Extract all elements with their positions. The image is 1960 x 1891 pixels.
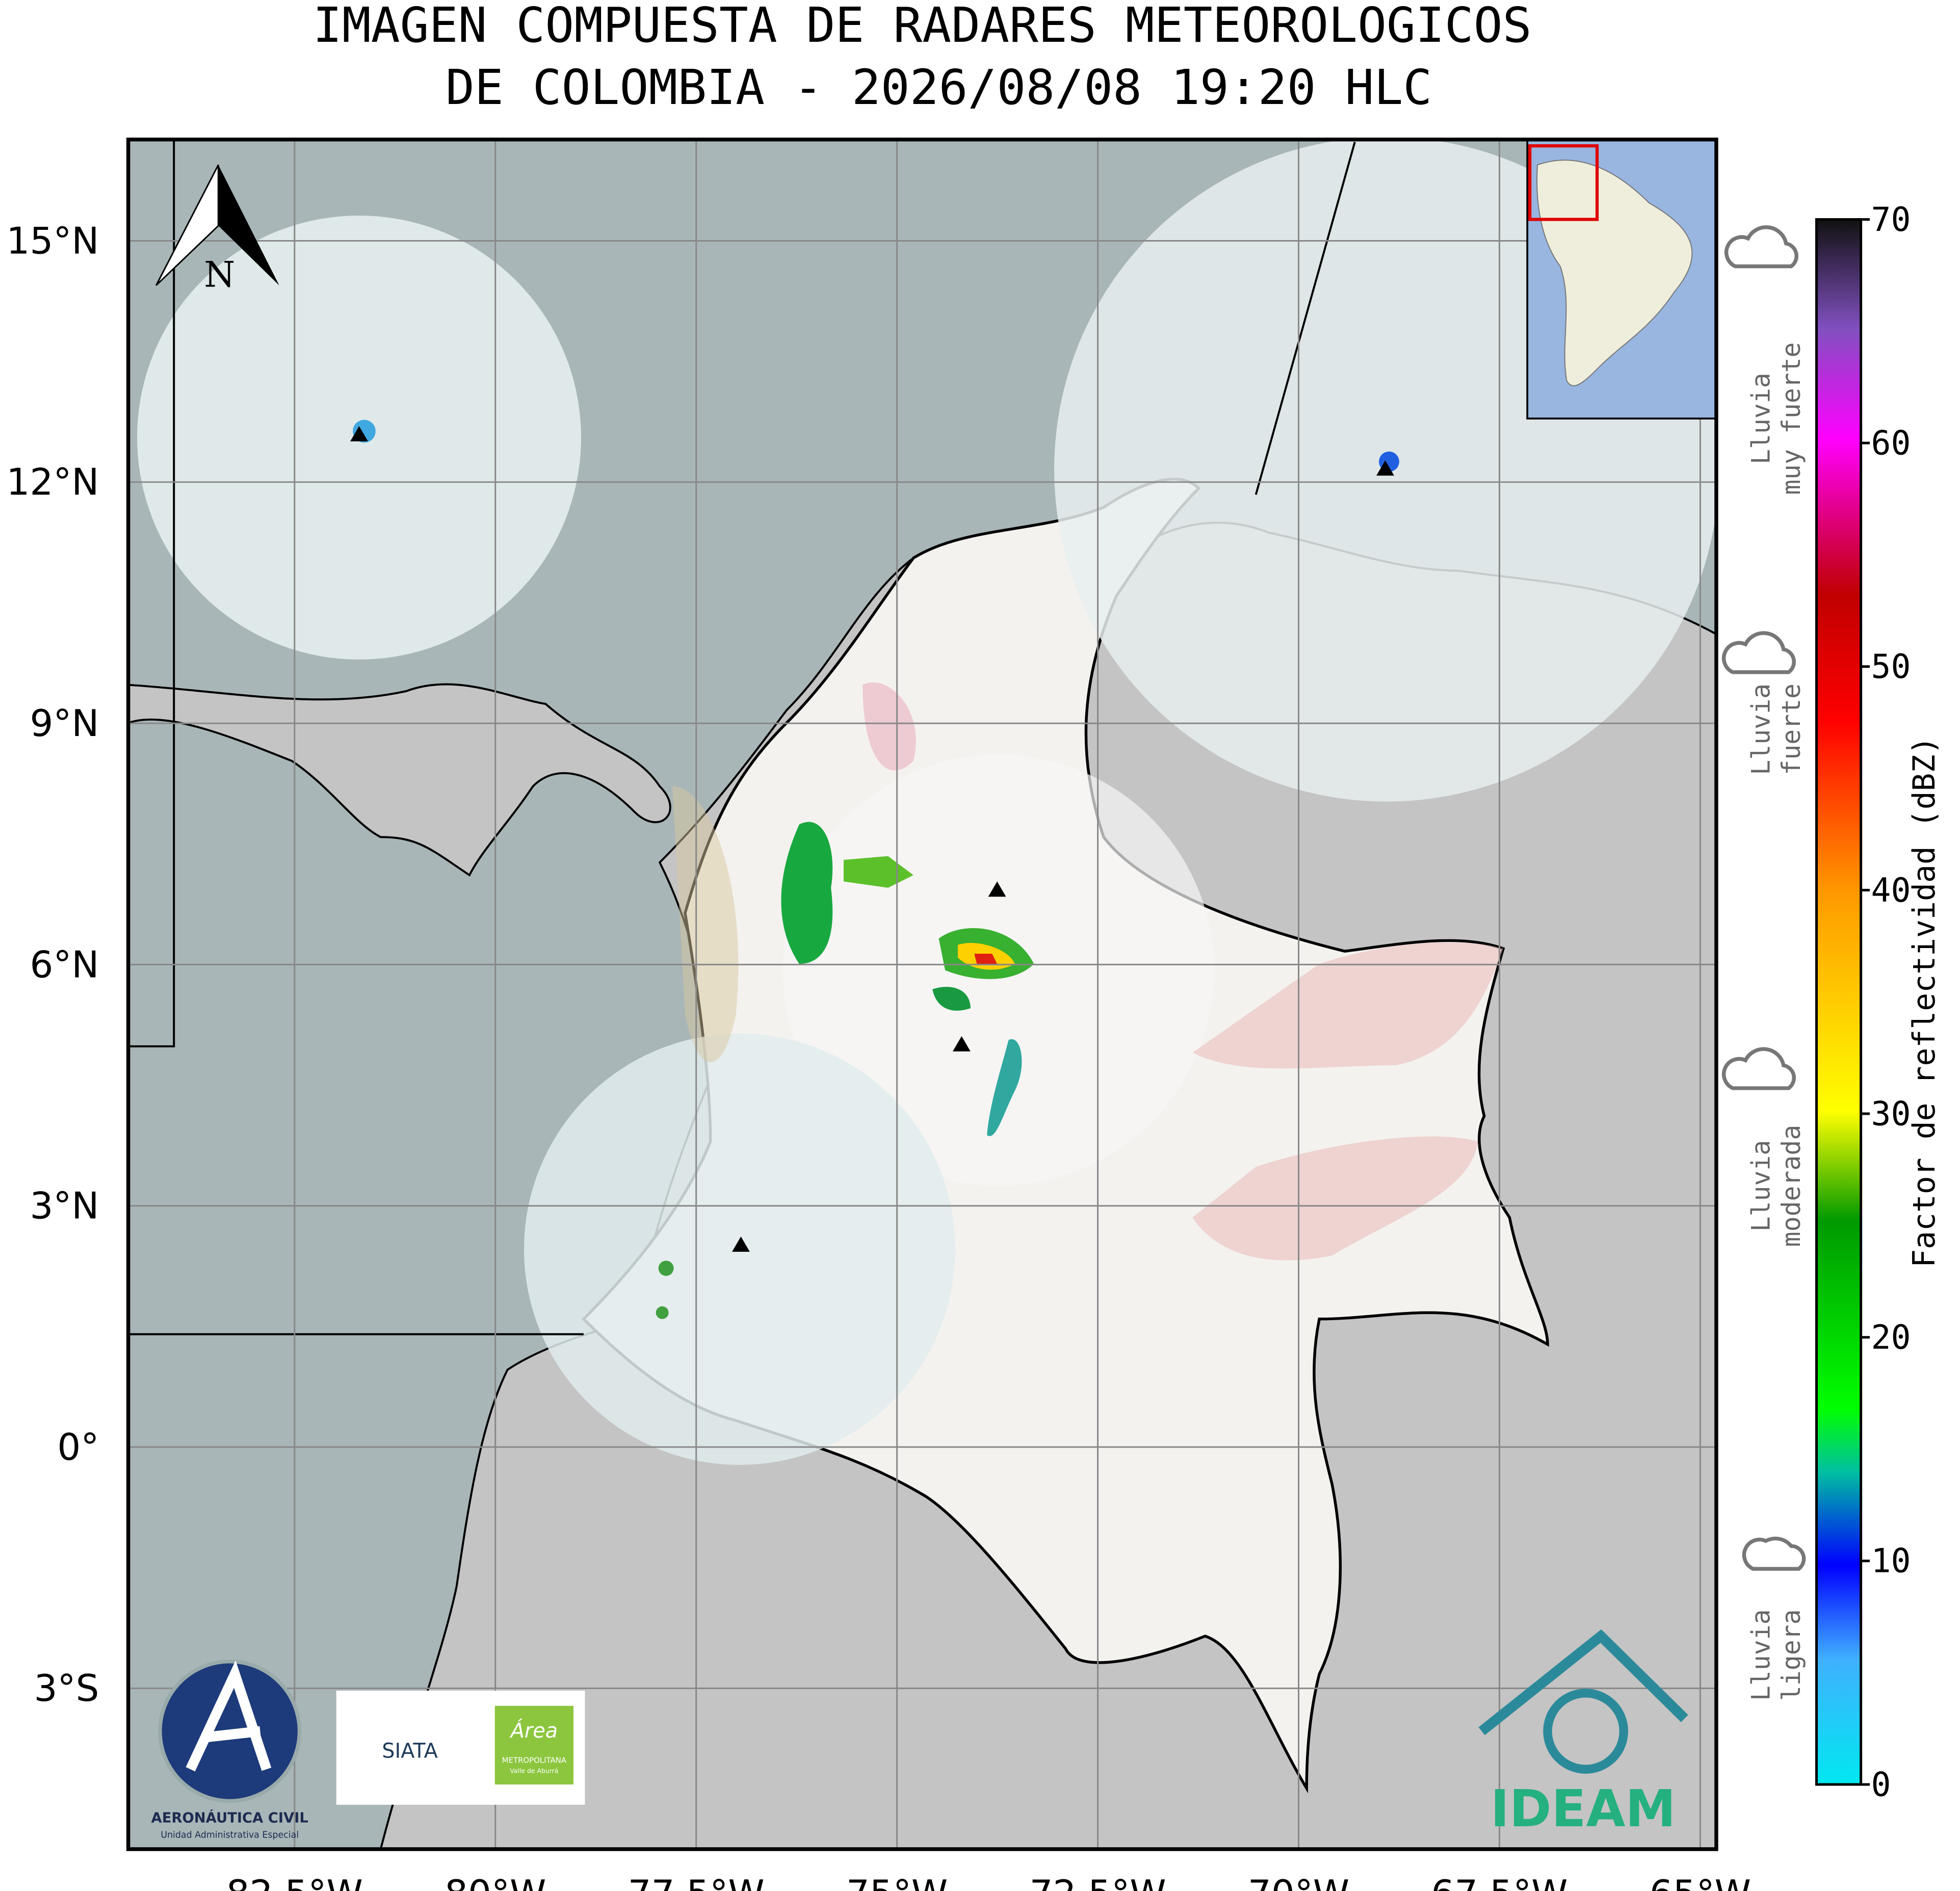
x-tick-label: 67.5°W xyxy=(1431,1873,1567,1891)
logo-text: AERONÁUTICA CIVIL xyxy=(151,1810,308,1826)
region-tint xyxy=(863,682,916,771)
colorbar-tick-label: 20 xyxy=(1871,1319,1911,1357)
colorbar-tick-label: 40 xyxy=(1871,872,1911,910)
colorbar-tick-label: 60 xyxy=(1871,425,1911,463)
legend-text: Lluvia xyxy=(1746,1609,1775,1701)
legend-icons xyxy=(1721,225,1806,1571)
echo xyxy=(844,856,913,888)
echo xyxy=(781,822,833,964)
colorbar-label: Factor de reflectividad (dBZ) xyxy=(1907,737,1942,1268)
cloud-icon xyxy=(1721,1047,1796,1090)
x-tick-label: 72.5°W xyxy=(1030,1873,1166,1891)
y-tick-label: 15°N xyxy=(7,220,99,262)
legend-text: ligera xyxy=(1776,1609,1806,1701)
colorbar-tick-label: 70 xyxy=(1871,201,1911,239)
logo-text: METROPOLITANA xyxy=(502,1756,567,1765)
radar-site xyxy=(988,881,1006,897)
echo xyxy=(658,1260,674,1276)
x-tick-label: 75°W xyxy=(846,1873,948,1891)
colorbar-tick-label: 10 xyxy=(1871,1542,1911,1581)
inset-extent xyxy=(1528,144,1599,221)
legend-text: muy fuerte xyxy=(1776,342,1806,495)
north-label: N xyxy=(204,254,235,295)
logo-ideam-roof xyxy=(1478,1629,1688,1736)
x-tick-label: 77.5°W xyxy=(628,1873,765,1891)
land xyxy=(128,683,671,877)
axis-ticks: 82.5°W 80°W 77.5°W 75°W 72.5°W 70°W 67.5°W 65°W… xyxy=(7,220,1751,1891)
inset-land xyxy=(1536,160,1693,386)
y-tick-label: 9°N xyxy=(30,702,99,745)
echo xyxy=(656,1306,669,1319)
x-tick-label: 70°W xyxy=(1248,1873,1349,1891)
logo-text: Valle de Aburrá xyxy=(510,1767,558,1775)
colorbar xyxy=(1815,218,1863,1786)
echo xyxy=(974,954,998,964)
logo-text: Área xyxy=(509,1719,558,1743)
x-tick-label: 65°W xyxy=(1650,1873,1751,1891)
radar-sites xyxy=(350,426,1394,1252)
legend-text: Lluvia xyxy=(1746,684,1775,775)
radar-site xyxy=(953,1036,971,1052)
y-tick-label: 6°N xyxy=(30,943,99,986)
radar-site xyxy=(1376,460,1394,476)
y-tick-label: 3°N xyxy=(30,1185,99,1228)
legend-text: Lluvia xyxy=(1746,1140,1775,1232)
y-tick-label: 12°N xyxy=(7,461,99,504)
cloud-icon xyxy=(1742,1536,1806,1571)
radar-site xyxy=(732,1237,750,1252)
cloud-icon xyxy=(1721,631,1796,674)
radar-site xyxy=(350,426,368,441)
x-tick-label: 80°W xyxy=(445,1873,546,1891)
logo-text: IDEAM xyxy=(1491,1780,1676,1839)
colorbar-tick-label: 50 xyxy=(1871,648,1911,686)
logo-ideam-swirl xyxy=(1543,1689,1629,1774)
y-tick-label: 0° xyxy=(57,1426,99,1469)
border-line xyxy=(128,139,175,1047)
map-frame xyxy=(126,137,1718,1851)
title-line: IMAGEN COMPUESTA DE RADARES METEOROLOGIC… xyxy=(313,0,1532,54)
map-body: N AERONÁUTICA CIVIL Unidad Administrativ… xyxy=(128,139,1716,1849)
logo-aerocivil-mark xyxy=(186,1660,272,1772)
legend-text: moderada xyxy=(1776,1125,1806,1247)
echo xyxy=(932,987,971,1011)
region-tint xyxy=(1192,942,1503,1069)
grid xyxy=(128,139,1716,1849)
border-line xyxy=(1255,142,1356,495)
colorbar-tick-label: 0 xyxy=(1871,1766,1891,1804)
logo-text: SIATA xyxy=(382,1740,438,1763)
logo-text: Unidad Administrativa Especial xyxy=(161,1830,299,1840)
region-tint xyxy=(672,786,739,1062)
legend-text: Lluvia xyxy=(1746,373,1775,464)
colorbar-tick-label: 30 xyxy=(1871,1095,1911,1133)
y-tick-label: 3°S xyxy=(34,1667,99,1710)
title-line: DE COLOMBIA - 2026/08/08 19:20 HLC xyxy=(446,60,1432,116)
echo xyxy=(987,1039,1022,1136)
region-tint xyxy=(1192,1136,1478,1260)
logo-area xyxy=(494,1705,574,1784)
colorbar-ticks: 0 10 20 30 40 50 60 70 xyxy=(1861,201,1911,1804)
legend-text: fuerte xyxy=(1776,684,1806,775)
x-tick-label: 82.5°W xyxy=(226,1873,363,1891)
cloud-icon xyxy=(1724,225,1798,269)
